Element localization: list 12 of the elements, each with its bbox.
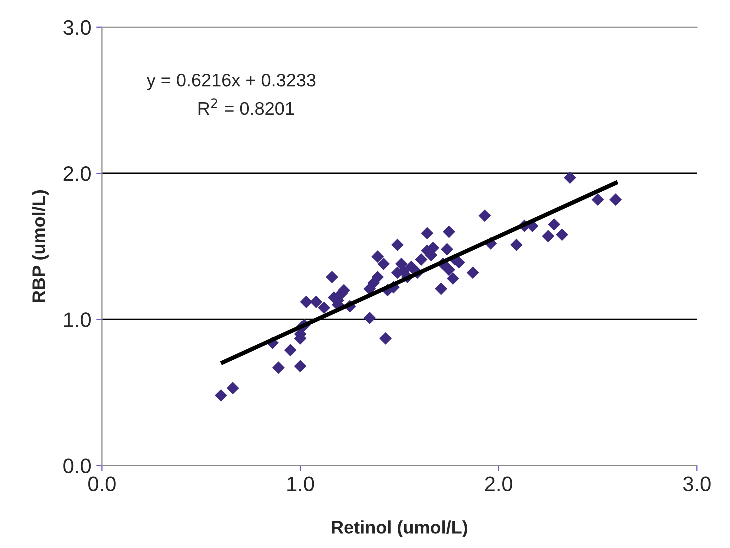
x-axis-title: Retinol (umol/L) [332, 520, 468, 538]
x-tick-label: 0.0 [88, 476, 116, 492]
y-tick-label: 1.0 [64, 312, 91, 328]
x-tick-label: 3.0 [683, 476, 711, 492]
annotation: y = 0.6216x + 0.3233 [146, 74, 316, 90]
y-tick-label: 2.0 [64, 166, 91, 182]
y-axis-title: RBP (umol/L) [32, 190, 49, 302]
annotation: R$^{2}$ = 0.8201 [198, 98, 294, 116]
x-tick-label: 2.0 [485, 476, 512, 492]
x-tick-label: 1.0 [288, 476, 314, 492]
y-tick-label: 0.0 [64, 458, 91, 474]
y-tick-label: 3.0 [64, 20, 91, 36]
